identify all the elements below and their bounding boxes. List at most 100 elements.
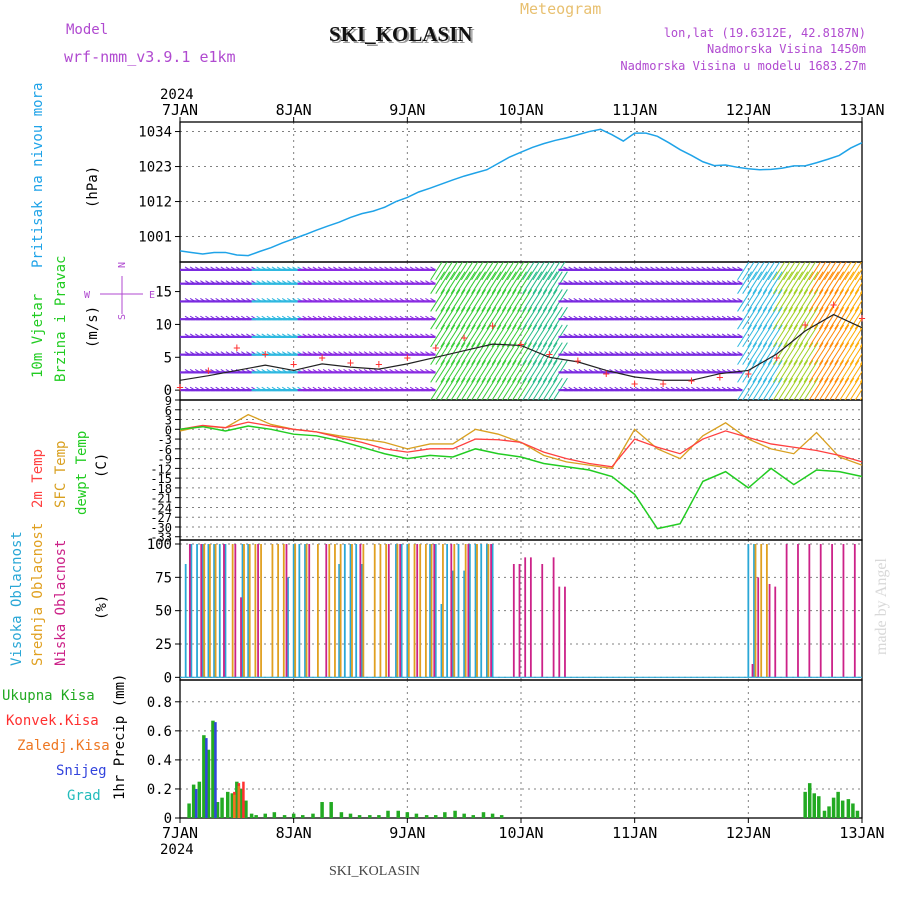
wind-gust-marker: + xyxy=(290,357,297,371)
y-tick-label: 0.2 xyxy=(147,782,172,798)
precip-bar xyxy=(230,793,235,818)
wind-barb xyxy=(445,324,461,348)
wind-barb xyxy=(772,306,788,330)
wind-barb xyxy=(460,324,476,348)
wind-barb xyxy=(742,289,758,312)
wind-barb xyxy=(532,306,548,330)
wind-gust-marker: + xyxy=(802,317,809,331)
wind-barb xyxy=(813,262,827,281)
wind-barb xyxy=(445,289,461,312)
wind-barb xyxy=(547,289,563,312)
precip-bar xyxy=(827,806,831,818)
wind-barb xyxy=(542,306,558,330)
wind-barb xyxy=(793,262,806,281)
wind-barb xyxy=(818,360,834,383)
wind-barb xyxy=(542,324,558,348)
y-tick-label: 1012 xyxy=(138,195,172,211)
wind-barb xyxy=(542,289,558,312)
wind-barb xyxy=(471,289,486,312)
y-tick-label: 15 xyxy=(155,285,172,301)
wind-barb xyxy=(778,271,793,294)
wind-barb xyxy=(737,324,752,348)
wind-barb xyxy=(747,377,763,400)
model-altitude-text: Nadmorska Visina u modelu 1683.27m xyxy=(620,59,866,73)
wind-barb xyxy=(798,377,814,400)
wind-barb xyxy=(460,360,476,383)
wind-barb xyxy=(839,289,855,312)
wind-barb xyxy=(818,377,834,400)
precip-bar xyxy=(237,786,241,818)
wind-barb xyxy=(834,289,850,312)
footer-station: SKI_KOLASIN xyxy=(329,864,420,879)
wind-barb xyxy=(506,306,522,330)
x-tick-label-top: 7JAN xyxy=(162,101,198,119)
precip-bar xyxy=(220,797,224,818)
precip-bar xyxy=(822,810,827,818)
wind-barb xyxy=(742,262,755,281)
wind-gust-marker: + xyxy=(375,357,382,371)
wind-barb xyxy=(537,360,553,383)
wind-barb xyxy=(737,386,743,391)
precip-bar xyxy=(225,791,230,818)
wind-barb xyxy=(476,342,492,365)
wind-barb xyxy=(527,271,543,294)
wind-barb xyxy=(742,342,758,365)
wind-barb xyxy=(767,377,783,400)
wind-barb xyxy=(762,306,778,330)
wind-barb xyxy=(527,306,543,330)
wind-barb xyxy=(778,342,793,365)
wind-barb xyxy=(440,342,456,365)
wind-barb xyxy=(757,377,773,400)
precip-bar xyxy=(846,799,851,818)
wind-barb xyxy=(854,370,862,383)
wind-barb xyxy=(798,289,814,312)
wind-barb xyxy=(752,306,768,330)
wind-barb xyxy=(517,360,533,383)
wind-barb xyxy=(829,262,842,281)
wind-barb xyxy=(788,324,804,348)
wind-barb xyxy=(824,262,837,281)
wind-barb xyxy=(532,377,548,400)
wind-barb xyxy=(783,262,796,281)
wind-barb xyxy=(844,306,860,330)
wind-gust-marker: + xyxy=(745,367,752,381)
y-tick-label: 0.8 xyxy=(147,695,172,711)
wind-barb xyxy=(440,271,456,294)
wind-barb xyxy=(854,353,862,365)
wind-barb xyxy=(476,306,492,330)
wind-barb xyxy=(537,377,553,400)
wind-barb xyxy=(849,262,862,281)
wind-barb xyxy=(455,377,471,400)
wind-barb xyxy=(430,360,446,383)
plot-layer: 1001101210231034051015-33-30-27-24-21-18… xyxy=(138,101,884,842)
wind-barb xyxy=(506,360,522,383)
y-tick-label: -3 xyxy=(158,433,172,447)
wind-barb xyxy=(481,262,494,281)
wind-barb xyxy=(466,360,481,383)
wind-barb xyxy=(522,377,538,400)
wind-barb xyxy=(803,342,819,365)
wind-barb xyxy=(491,360,507,383)
model-name: wrf-nmm_v3.9.1 e1km xyxy=(64,48,236,66)
wind-barb xyxy=(808,360,824,383)
wind-barb xyxy=(537,289,553,312)
y-tick-label: 100 xyxy=(147,537,172,553)
x-tick-label-top: 9JAN xyxy=(389,101,425,119)
wind-barb xyxy=(486,377,502,400)
wind-barb xyxy=(440,360,456,383)
wind-barb xyxy=(481,271,497,294)
wind-barb xyxy=(440,324,456,348)
precip-bar xyxy=(462,813,466,818)
wind-barb xyxy=(767,360,783,383)
wind-barb xyxy=(430,306,446,330)
precip-bar xyxy=(386,810,390,818)
wind-barb xyxy=(808,306,824,330)
wind-barb xyxy=(854,268,862,281)
wind-gust-marker: + xyxy=(631,377,638,391)
wind-barb xyxy=(527,262,540,281)
wind-barb xyxy=(829,271,845,294)
wind-barb xyxy=(471,262,484,281)
wind-barb xyxy=(450,306,466,330)
wind-barb xyxy=(430,271,446,294)
wind-barb xyxy=(803,377,819,400)
